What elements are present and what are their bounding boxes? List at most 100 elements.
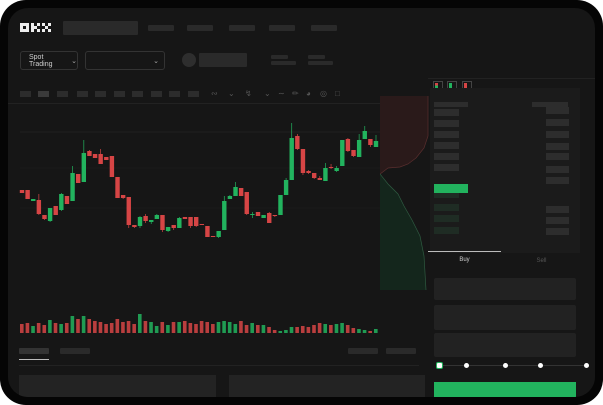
candle-body [362,131,367,139]
line-tool-icon[interactable]: ∼ [278,89,285,98]
slider-stop[interactable] [464,363,469,368]
volume-bar [351,328,356,333]
tab-open-orders[interactable] [19,348,49,354]
interval-button[interactable] [114,91,125,97]
volume-bar [284,330,288,333]
volume-bar [357,329,361,333]
search-bar[interactable] [63,21,138,35]
volume-bar [87,319,92,333]
candle-body [295,136,300,149]
slider-stop[interactable] [584,363,589,368]
volume-bar [272,330,277,333]
volume-bar [244,325,249,333]
camera-icon[interactable]: ◕ [306,89,311,98]
slider-stop[interactable] [538,363,543,368]
interval-button[interactable] [151,91,162,97]
candle-body [328,167,334,168]
tab-buy[interactable]: Buy [459,257,470,263]
candlestick-chart[interactable] [8,96,428,336]
nav-item[interactable] [148,25,174,31]
interval-button[interactable] [20,91,31,97]
interval-button[interactable] [77,91,88,97]
orderbook-size[interactable] [546,143,569,150]
tab-order-history[interactable] [60,348,90,354]
total-input[interactable] [434,333,576,357]
volume-bar [188,323,193,333]
fullscreen-icon[interactable]: □ [335,89,340,98]
ask-row[interactable] [434,109,459,116]
okx-logo[interactable] [20,22,58,33]
orderbook-size[interactable] [546,119,569,126]
tab-sell[interactable]: Sell [536,258,547,264]
volume-bar [154,326,159,333]
volume-bar [42,325,47,333]
price-input[interactable] [434,278,576,300]
orderbook-size[interactable] [546,153,569,160]
volume-bar [323,324,328,333]
orderbook-size[interactable] [546,206,569,213]
pair-dropdown[interactable]: ⌄ [85,51,165,70]
amount-input[interactable] [434,305,576,330]
interval-button[interactable] [95,91,106,97]
orderbook-size[interactable] [546,228,569,235]
market-type-dropdown[interactable]: Spot Trading ⌄ [20,51,78,70]
amount-slider[interactable] [438,365,588,366]
volume-bar [334,324,339,333]
candle-body [92,154,98,158]
orderbook-header [434,102,468,107]
ask-row[interactable] [434,164,459,171]
volume-bar [194,324,198,333]
candle-body [165,227,171,231]
volume-bar [340,323,344,333]
orderbook-size[interactable] [546,166,569,173]
candle-body [261,215,266,218]
ruler-icon[interactable]: ✏ [292,89,299,98]
nav-item[interactable] [229,25,255,31]
volume-bar [222,321,226,333]
bid-row[interactable] [434,204,459,211]
indicator-icon[interactable]: ↯ [245,89,252,98]
volume-bar [109,323,114,333]
volume-bar [48,320,52,333]
ask-row[interactable] [434,120,459,127]
interval-button[interactable] [38,91,49,97]
slider-handle[interactable] [436,362,443,369]
filter-button[interactable] [348,348,378,354]
chevron-down-icon[interactable]: ⌄ [228,89,235,98]
volume-bar [64,323,69,333]
chevron-down-icon[interactable]: ⌄ [264,89,271,98]
bid-row[interactable] [434,215,459,222]
candle-body [47,208,53,221]
buy-button[interactable] [434,382,576,397]
ask-row[interactable] [434,142,459,149]
chart-type-icon[interactable]: ∾ [211,89,218,98]
candle-body [356,140,362,157]
orderbook-size[interactable] [546,217,569,224]
filter-button[interactable] [386,348,416,354]
volume-bar [53,323,58,333]
volume-bar [295,327,299,333]
slider-stop[interactable] [503,363,508,368]
ask-row[interactable] [434,153,459,160]
nav-item[interactable] [187,25,213,31]
interval-button[interactable] [169,91,180,97]
orderbook-size[interactable] [546,107,569,114]
bid-row[interactable] [434,227,459,234]
last-price [434,184,468,193]
candle-body [171,225,176,228]
candle-body [340,140,345,166]
candle-body [300,149,306,173]
settings-icon[interactable]: ◎ [320,89,327,98]
volume-bar [20,324,24,333]
orderbook-size[interactable] [546,131,569,138]
nav-item[interactable] [311,25,337,31]
orderbook-size[interactable] [546,177,569,184]
candle-body [238,188,244,196]
interval-button[interactable] [188,91,199,97]
bid-row[interactable] [434,191,459,198]
interval-button[interactable] [132,91,143,97]
interval-button[interactable] [57,91,68,97]
candle-body [345,139,351,151]
nav-item[interactable] [269,25,295,31]
ask-row[interactable] [434,131,459,138]
